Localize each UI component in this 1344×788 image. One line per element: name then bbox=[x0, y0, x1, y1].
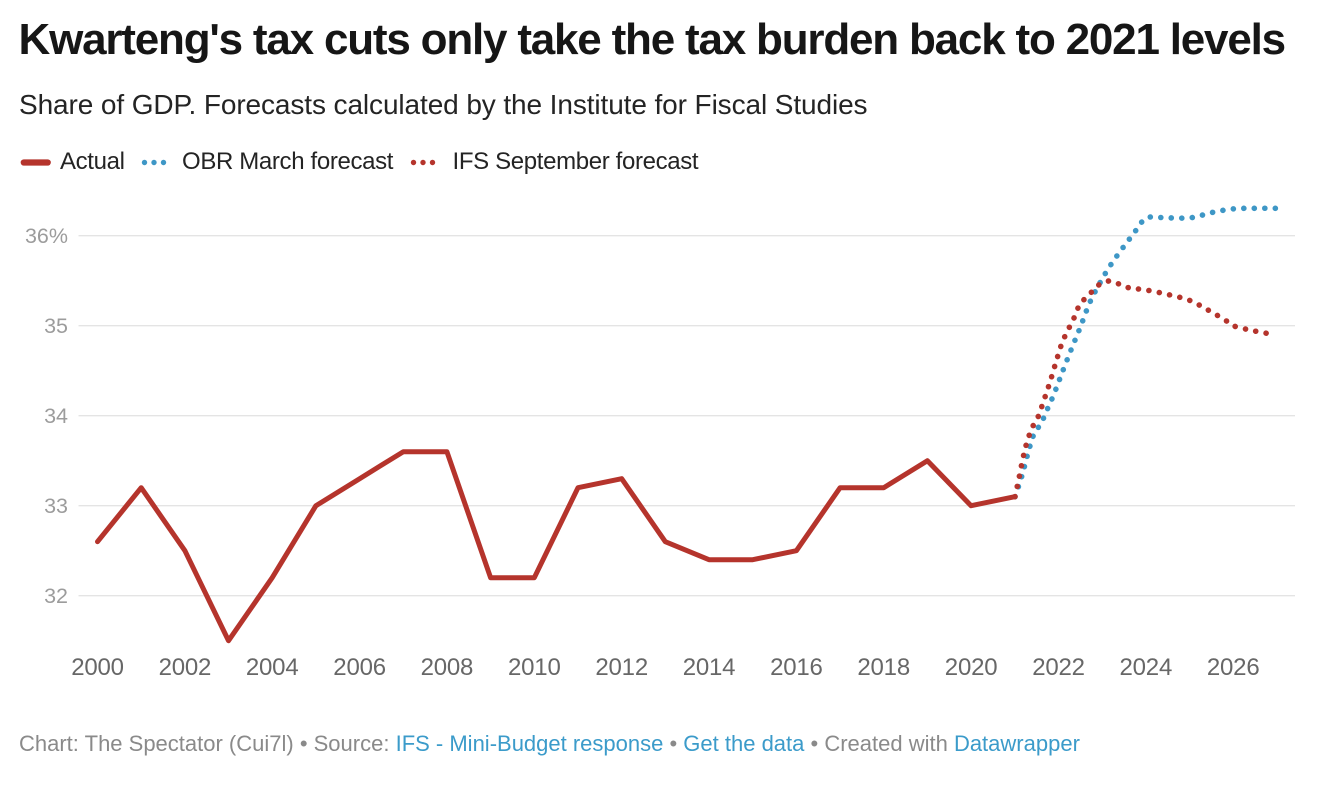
svg-text:36%: 36% bbox=[25, 224, 68, 248]
svg-text:2010: 2010 bbox=[508, 654, 561, 681]
svg-text:2006: 2006 bbox=[333, 654, 386, 681]
svg-text:2008: 2008 bbox=[421, 654, 474, 681]
svg-text:2022: 2022 bbox=[1032, 654, 1085, 681]
svg-text:2004: 2004 bbox=[246, 654, 299, 681]
svg-text:2024: 2024 bbox=[1120, 654, 1173, 681]
svg-text:2018: 2018 bbox=[857, 654, 910, 681]
svg-text:2002: 2002 bbox=[159, 654, 212, 681]
svg-text:32: 32 bbox=[44, 584, 68, 608]
svg-text:35: 35 bbox=[44, 314, 68, 338]
svg-text:2020: 2020 bbox=[945, 654, 998, 681]
svg-text:2014: 2014 bbox=[683, 654, 736, 681]
svg-text:2026: 2026 bbox=[1207, 654, 1260, 681]
svg-text:33: 33 bbox=[44, 494, 68, 518]
svg-text:2016: 2016 bbox=[770, 654, 823, 681]
svg-text:34: 34 bbox=[44, 404, 68, 428]
svg-text:2012: 2012 bbox=[595, 654, 648, 681]
svg-text:2000: 2000 bbox=[71, 654, 124, 681]
